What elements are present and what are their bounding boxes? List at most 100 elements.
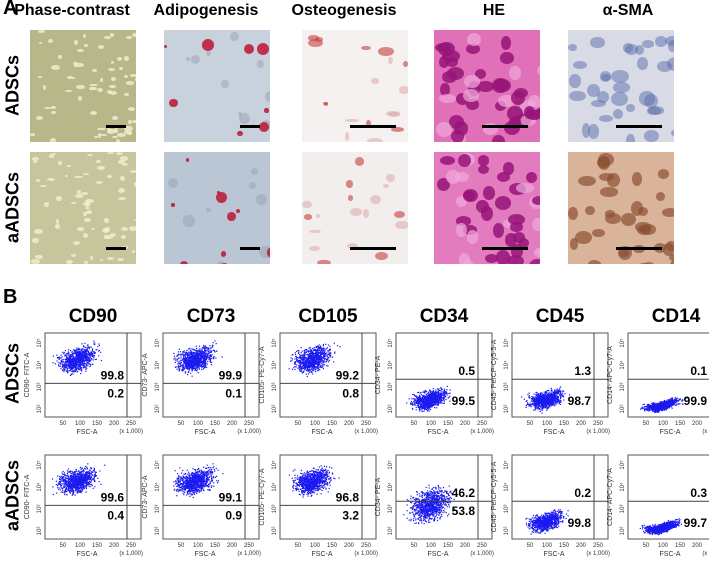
y-tick-label: 10⁴ — [503, 360, 510, 370]
marker-header-cd90: CD90 — [68, 306, 118, 327]
upper-quadrant-percent: 0.5 — [458, 364, 475, 378]
y-tick-label: 10² — [504, 405, 510, 414]
y-tick-label: 10⁴ — [387, 360, 394, 370]
y-tick-label: 10² — [620, 405, 626, 414]
event-dots — [52, 340, 102, 376]
marker-header-cd73: CD73 — [186, 306, 236, 327]
x-axis-unit: (x 1,000) — [119, 429, 143, 435]
x-tick-label: 200 — [227, 421, 238, 427]
event-dots — [640, 397, 688, 413]
x-axis-label: FSC-A — [77, 551, 98, 558]
y-axis-label: CD105- PE-Cy7-A — [259, 468, 266, 526]
y-tick-label: 10⁵ — [503, 460, 510, 470]
scale-bar — [240, 125, 260, 128]
micrograph-osteogenesis-adscs — [302, 30, 408, 142]
lower-quadrant-percent: 99.8 — [568, 516, 592, 530]
upper-quadrant-percent: 99.2 — [336, 368, 360, 382]
x-axis-unit: (x 1,000) — [354, 551, 378, 557]
y-tick-label: 10⁵ — [271, 460, 278, 470]
x-tick-label: 250 — [244, 543, 255, 549]
x-tick-label: 200 — [344, 421, 355, 427]
x-tick-label: 100 — [75, 543, 86, 549]
y-tick-label: 10² — [620, 527, 626, 536]
y-tick-label: 10⁵ — [154, 460, 161, 470]
column-header: HE — [482, 2, 506, 19]
y-tick-label: 10⁴ — [503, 482, 510, 492]
y-tick-label: 10⁴ — [271, 482, 278, 492]
y-tick-label: 10³ — [37, 505, 43, 514]
flow-plot-cd45-adscs: 1.3 98.7 CD45- PerCP-Cy5-5-A 10² 10³ 10⁴ 10⁵ 50… — [491, 332, 610, 436]
x-tick-label: 100 — [426, 543, 437, 549]
lower-quadrant-percent: 98.7 — [568, 394, 592, 408]
scale-bar — [616, 247, 662, 250]
x-tick-label: 50 — [60, 543, 67, 549]
y-tick-label: 10⁴ — [619, 360, 626, 370]
upper-quadrant-percent: 1.3 — [574, 364, 591, 378]
y-axis-label: CD90- FITC-A — [24, 352, 31, 397]
upper-quadrant-percent: 99.9 — [219, 368, 243, 382]
y-tick-label: 10³ — [620, 383, 626, 392]
x-tick-label: 100 — [193, 543, 204, 549]
scale-bar — [350, 247, 396, 250]
event-dots — [173, 340, 223, 377]
flow-plot-cd105-aadscs: 96.8 3.2 CD105- PE-Cy7-A 10² 10³ 10⁴ 10⁵ 50 100 1… — [259, 454, 378, 558]
x-axis-label: FSC-A — [660, 551, 681, 558]
y-tick-label: 10³ — [272, 383, 278, 392]
x-tick-label: 150 — [327, 421, 338, 427]
flow-plot-cd90-aadscs: 99.6 0.4 CD90- FITC-A 10² 10³ 10⁴ 10⁵ 50 100 150 2… — [24, 454, 143, 558]
y-tick-label: 10⁵ — [36, 338, 43, 348]
y-tick-label: 10⁵ — [387, 338, 394, 348]
y-tick-label: 10² — [155, 527, 161, 536]
x-tick-label: 150 — [210, 543, 221, 549]
scale-bar — [482, 247, 528, 250]
x-tick-label: 250 — [477, 543, 488, 549]
y-tick-label: 10² — [155, 405, 161, 414]
x-tick-label: 200 — [227, 543, 238, 549]
x-tick-label: 200 — [576, 543, 587, 549]
y-tick-label: 10⁵ — [619, 460, 626, 470]
y-axis-label: CD45- PerCP-Cy5-5-A — [491, 461, 498, 532]
y-tick-label: 10² — [388, 527, 394, 536]
x-tick-label: 100 — [75, 421, 86, 427]
event-dots — [403, 484, 456, 525]
y-tick-label: 10³ — [504, 505, 510, 514]
plot-frame — [44, 332, 142, 418]
x-tick-label: 150 — [559, 543, 570, 549]
x-axis-label: FSC-A — [544, 429, 565, 436]
x-tick-label: 200 — [344, 543, 355, 549]
x-tick-label: 250 — [361, 543, 372, 549]
lower-quadrant-percent: 3.2 — [342, 508, 359, 522]
event-dots — [288, 342, 341, 378]
x-axis-label: FSC-A — [660, 429, 681, 436]
x-tick-label: 150 — [443, 421, 454, 427]
y-tick-label: 10³ — [155, 383, 161, 392]
x-tick-label: 150 — [675, 543, 686, 549]
lower-quadrant-percent: 0.2 — [107, 386, 124, 400]
flow-plot-cd14-aadscs: 0.3 99.7 CD14- APC-Cy7-A 10² 10³ 10⁴ 10⁵ 50 100 1… — [607, 454, 709, 558]
x-tick-label: 250 — [593, 543, 604, 549]
scale-bar — [240, 247, 260, 250]
x-tick-label: 150 — [559, 421, 570, 427]
x-axis-unit: (x 1,000) — [586, 429, 610, 435]
y-tick-label: 10³ — [272, 505, 278, 514]
row-label: ADSCs — [2, 55, 23, 117]
x-tick-label: 150 — [443, 543, 454, 549]
y-axis-label: CD73- APC-A — [142, 353, 149, 397]
upper-quadrant-percent: 0.3 — [690, 486, 707, 500]
upper-quadrant-percent: 99.8 — [101, 368, 125, 382]
x-tick-label: 50 — [295, 543, 302, 549]
x-tick-label: 250 — [126, 543, 137, 549]
y-axis-label: CD45- PerCP-Cy5-5-A — [491, 339, 498, 410]
x-axis-unit: (x 1,000) — [119, 551, 143, 557]
micrograph-phasecontrast-aadscs — [30, 152, 136, 264]
y-tick-label: 10⁴ — [154, 360, 161, 370]
x-axis-unit: (x 1,000) — [354, 429, 378, 435]
x-axis-unit: (x 1,000) — [237, 551, 261, 557]
x-axis-label: FSC-A — [195, 429, 216, 436]
x-tick-label: 200 — [460, 421, 471, 427]
column-header: Osteogenesis — [291, 2, 397, 19]
upper-quadrant-percent: 46.2 — [452, 486, 476, 500]
y-tick-label: 10³ — [155, 505, 161, 514]
x-tick-label: 50 — [178, 543, 185, 549]
x-axis-label: FSC-A — [544, 551, 565, 558]
